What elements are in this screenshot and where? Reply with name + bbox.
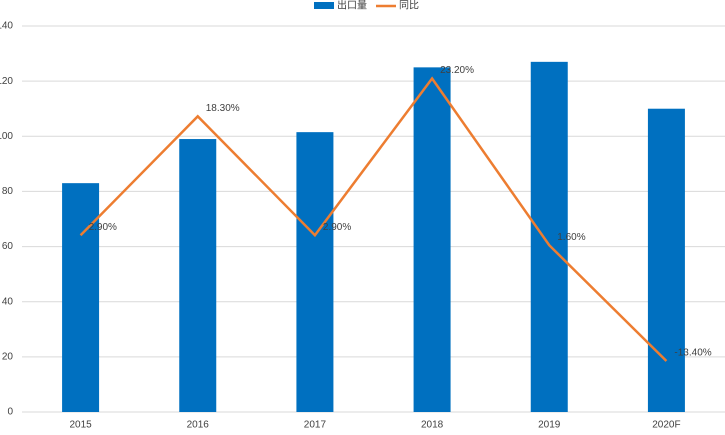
data-label: 1.60%	[557, 232, 585, 243]
line	[79, 76, 668, 362]
data-label: -13.40%	[674, 348, 711, 359]
bar	[296, 132, 334, 412]
bar	[179, 139, 217, 413]
x-tick-label: 2019	[538, 420, 561, 431]
y-tick-label: 60	[2, 241, 14, 252]
legend: 出口量 同比	[314, 0, 419, 12]
x-tick-label: 2018	[421, 420, 444, 431]
bar	[530, 61, 568, 412]
x-tick-label: 2015	[69, 420, 92, 431]
y-tick-label: 100	[0, 131, 13, 142]
y-tick-label: 140	[0, 21, 13, 32]
y-tick-label: 120	[0, 76, 13, 87]
legend-swatch	[314, 2, 334, 9]
data-label: 23.20%	[440, 65, 474, 76]
y-tick-label: 80	[2, 186, 14, 197]
bar	[413, 67, 451, 412]
legend-label: 同比	[399, 0, 419, 12]
legend-label: 出口量	[337, 0, 367, 12]
bar	[62, 183, 100, 412]
x-tick-label: 2016	[187, 420, 210, 431]
data-label: 18.30%	[206, 103, 240, 114]
x-tick-label: 2020F	[652, 420, 680, 431]
data-label: 2.90%	[89, 222, 117, 233]
y-tick-label: 0	[7, 407, 13, 418]
y-tick-label: 40	[2, 296, 14, 307]
x-tick-label: 2017	[304, 420, 327, 431]
bar	[647, 108, 685, 412]
data-label: 2.90%	[323, 222, 351, 233]
y-tick-label: 20	[2, 351, 14, 362]
